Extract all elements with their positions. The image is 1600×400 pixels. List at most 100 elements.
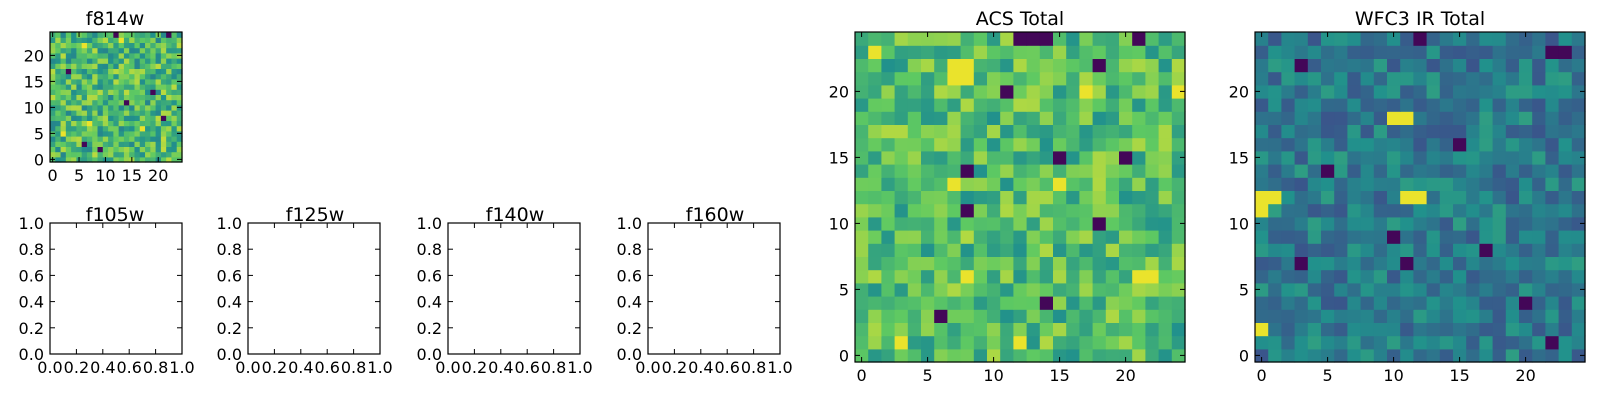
heatmap-cell [868,98,882,112]
heatmap-cell [65,42,72,49]
heatmap-cell [1268,216,1282,231]
heatmap-cell [1479,124,1494,139]
heatmap-cell [855,71,869,86]
heatmap-cell [123,73,130,80]
heatmap-cell [108,63,114,69]
heatmap-cell [139,104,146,111]
heatmap-cell [55,156,62,163]
heatmap-cell [1505,256,1520,271]
heatmap-cell [129,146,136,153]
heatmap-cell [1426,190,1441,205]
heatmap-cell [934,71,948,86]
heatmap-cell [1268,282,1282,297]
heatmap-cell [176,94,183,101]
heatmap-cell [71,104,77,111]
heatmap-cell [1466,177,1480,191]
heatmap-cell [1013,256,1028,271]
heatmap-cell [960,216,975,231]
heatmap-cell [1505,164,1520,178]
heatmap-cell [1294,348,1309,363]
heatmap-cell [881,98,896,112]
heatmap-cell [171,58,178,64]
heatmap-cell [934,98,948,112]
heatmap-cell [881,45,896,59]
heatmap-cell [1505,243,1520,257]
heatmap-cell [1171,348,1186,363]
heatmap-cell [102,130,109,137]
heatmap-cell [1558,322,1573,337]
heatmap-cell [1105,84,1120,99]
heatmap-cell [947,190,962,205]
heatmap-cell [1026,282,1041,297]
heatmap-cell [1532,58,1546,73]
heatmap-cell [1000,164,1014,178]
heatmap-cell [1307,164,1322,178]
heatmap-cell [987,84,1001,99]
heatmap-cell [1479,164,1494,178]
heatmap-cell [155,58,162,64]
heatmap-cell [1426,282,1441,297]
heatmap-cell [1039,190,1054,205]
heatmap-cell [65,120,72,127]
heatmap-cell [1294,32,1309,46]
heatmap-cell [1079,98,1094,112]
heatmap-cell [1334,190,1348,205]
heatmap-cell [894,282,909,297]
heatmap-cell [1360,98,1375,112]
heatmap-cell [1066,58,1080,73]
heatmap-cell [973,58,988,73]
heatmap-cell [1453,190,1467,205]
heatmap-cell [1545,256,1560,271]
heatmap-cell [1545,230,1560,244]
heatmap-cell [92,115,99,121]
heatmap-cell [150,94,157,101]
heatmap-cell [160,42,167,49]
heatmap-cell [1400,282,1414,297]
heatmap-cell [1079,84,1094,99]
heatmap-cell [129,151,136,158]
y-tick-label: 0.0 [19,345,44,364]
heatmap-cell [81,47,88,54]
heatmap-cell [1558,296,1573,310]
heatmap-cell [1145,335,1160,350]
heatmap-cell [1132,335,1146,350]
heatmap-cell [76,151,83,158]
heatmap-cell [1439,230,1454,244]
heatmap-cell [1026,190,1041,205]
heatmap-cell [1268,348,1282,363]
heatmap-cell [1571,296,1586,310]
heatmap-cell [176,47,183,54]
heatmap-cell [947,335,962,350]
heatmap-cell [1505,98,1520,112]
heatmap-cell [71,141,77,147]
heatmap-cell [1373,32,1388,46]
heatmap-cell [160,136,167,142]
heatmap-cell [1347,243,1362,257]
heatmap-cell [134,141,141,147]
heatmap-cell [1268,335,1282,350]
heatmap-cell [1492,32,1507,46]
heatmap-cell [1373,348,1388,363]
heatmap-cell [1013,335,1028,350]
heatmap-cell [1519,84,1533,99]
heatmap-cell [1532,45,1546,59]
heatmap-cell [1413,269,1428,284]
heatmap-cell [1400,84,1414,99]
heatmap-cell [113,32,120,38]
heatmap-cell [973,282,988,297]
heatmap-cell [1558,243,1573,257]
heatmap-cell [76,68,83,75]
heatmap-cell [1426,84,1441,99]
heatmap-cell [1158,322,1173,337]
heatmap-cell [868,322,882,337]
heatmap-cell [1519,150,1533,165]
heatmap-cell [1426,71,1441,86]
heatmap-cell [1307,124,1322,139]
heatmap-cell [1347,98,1362,112]
heatmap-cell [1532,309,1546,323]
heatmap-cell [907,137,922,152]
heatmap-cell [1453,216,1467,231]
heatmap-cell [71,32,77,38]
heatmap-cell [1571,269,1586,284]
heatmap-cell [1519,256,1533,271]
